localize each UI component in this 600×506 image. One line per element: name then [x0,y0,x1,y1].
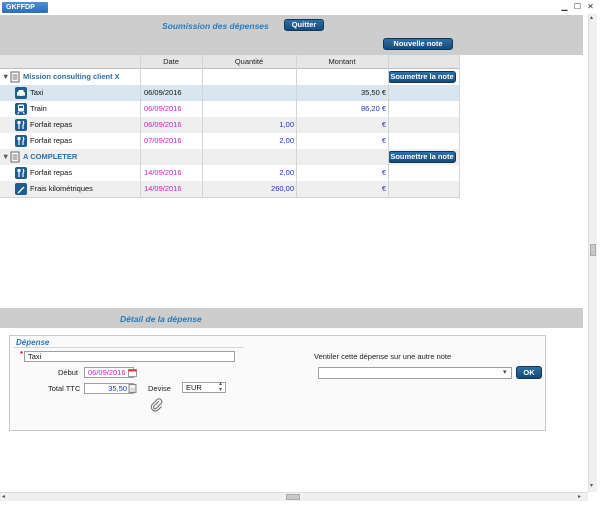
train-icon [15,103,27,115]
expense-quantity: 1,00 [279,120,294,129]
detail-band: Détail de la dépense [0,308,583,328]
taxi-icon [15,87,27,99]
total-label: Total TTC [48,384,81,393]
page-title: Soumission des dépenses [162,21,269,31]
column-header-amount[interactable]: Montant [296,55,388,69]
expense-date: 06/09/2016 [144,104,182,113]
expense-date: 06/09/2016 [144,88,182,97]
expense-amount: € [381,120,386,129]
vertical-scrollbar[interactable]: ▴ ▾ [588,14,597,492]
total-ttc-input[interactable]: 35,50 [84,383,134,394]
expense-label: Forfait repas [30,120,73,129]
expense-name-input[interactable]: Taxi [24,351,235,362]
scroll-right-icon[interactable]: ▸ [578,494,582,500]
title-bar: GKFFDP ▁ ☐ ✕ [0,0,600,14]
scroll-up-icon[interactable]: ▴ [590,15,594,21]
expense-quantity: 260,00 [271,184,294,193]
table-row[interactable]: Train 06/09/2016 86,20 € [0,101,460,117]
calculator-icon[interactable] [128,384,137,393]
expense-label: Train [30,104,47,113]
meal-icon [15,135,27,147]
scroll-down-icon[interactable]: ▾ [590,483,594,489]
meal-icon [15,119,27,131]
group-row[interactable]: ▼ A COMPLETER Soumettre la note [0,149,460,165]
required-mark: * [20,349,23,358]
expand-arrow-icon[interactable]: ▼ [2,152,10,161]
column-header-quantity[interactable]: Quantité [202,55,296,69]
close-icon[interactable]: ✕ [587,2,594,11]
other-note-select[interactable] [318,367,512,379]
meal-icon [15,167,27,179]
table-row[interactable]: Forfait repas 07/09/2016 2,00 € [0,133,460,149]
debut-date-input[interactable]: 06/09/2016 [84,367,134,378]
horizontal-scroll-thumb[interactable] [286,494,300,500]
expense-label: Taxi [30,88,44,97]
expense-amount: € [381,136,386,145]
column-divider [388,55,389,197]
expand-arrow-icon[interactable]: ▼ [2,72,10,81]
column-divider [459,55,460,197]
document-icon [10,71,20,83]
expense-label: Forfait repas [30,136,73,145]
header-band: Soumission des dépenses Quitter Nouvelle… [0,15,583,55]
minimize-icon[interactable]: ▁ [561,2,568,11]
table-row[interactable]: Frais kilométriques 14/09/2016 260,00 € [0,181,460,197]
currency-select[interactable]: EUR [182,382,226,393]
expense-quantity: 2,00 [279,168,294,177]
expense-date: 07/09/2016 [144,136,182,145]
maximize-icon[interactable]: ☐ [573,2,582,11]
detail-panel: Dépense * Taxi Début 06/09/2016 Total TT… [9,335,546,431]
app-label: GKFFDP [2,2,48,13]
spinner-icon[interactable]: ▴ ▾ [219,381,223,393]
submit-note-button[interactable]: Soumettre la note [388,71,456,83]
ventiler-label: Ventiler cette dépense sur une autre not… [314,352,452,361]
expense-amount: € [381,168,386,177]
expense-date: 14/09/2016 [144,168,182,177]
expense-label: Frais kilométriques [30,184,93,193]
section-divider [14,347,244,348]
expense-label: Forfait repas [30,168,73,177]
scroll-left-icon[interactable]: ◂ [2,494,6,500]
dropdown-arrow-icon[interactable]: ▾ [503,369,507,376]
detail-title: Détail de la dépense [120,314,202,324]
group-row[interactable]: ▼ Mission consulting client X Soumettre … [0,69,460,85]
ok-button[interactable]: OK [516,366,542,379]
column-divider [140,55,141,197]
column-header-date[interactable]: Date [140,55,202,69]
expense-amount: 35,50 € [360,88,386,97]
calendar-icon[interactable] [128,368,137,377]
column-divider [296,55,297,197]
expense-quantity: 2,00 [279,136,294,145]
document-icon [10,151,20,163]
horizontal-scrollbar[interactable]: ◂ ▸ [0,492,588,501]
expense-amount: € [381,184,386,193]
new-note-button[interactable]: Nouvelle note [383,38,453,50]
group-name: A COMPLETER [23,152,78,161]
column-header-label [0,55,140,69]
debut-label: Début [58,368,79,377]
table-row[interactable]: Taxi 06/09/2016 35,50 € [0,85,460,101]
devise-label: Devise [148,384,171,393]
submit-note-button[interactable]: Soumettre la note [388,151,456,163]
attachment-icon[interactable] [150,398,164,412]
expense-date: 14/09/2016 [144,184,182,193]
table-row[interactable]: Forfait repas 14/09/2016 2,00 € [0,165,460,181]
expense-date: 06/09/2016 [144,120,182,129]
section-title: Dépense [16,338,50,347]
column-divider [202,55,203,197]
expense-amount: 86,20 € [360,104,386,113]
table-row[interactable]: Forfait repas 06/09/2016 1,00 € [0,117,460,133]
grid-bottom-border [0,197,460,198]
column-header-actions [388,55,460,69]
vertical-scroll-thumb[interactable] [590,244,596,256]
group-name: Mission consulting client X [23,72,120,81]
pen-icon [15,183,27,195]
quit-button[interactable]: Quitter [284,19,324,31]
